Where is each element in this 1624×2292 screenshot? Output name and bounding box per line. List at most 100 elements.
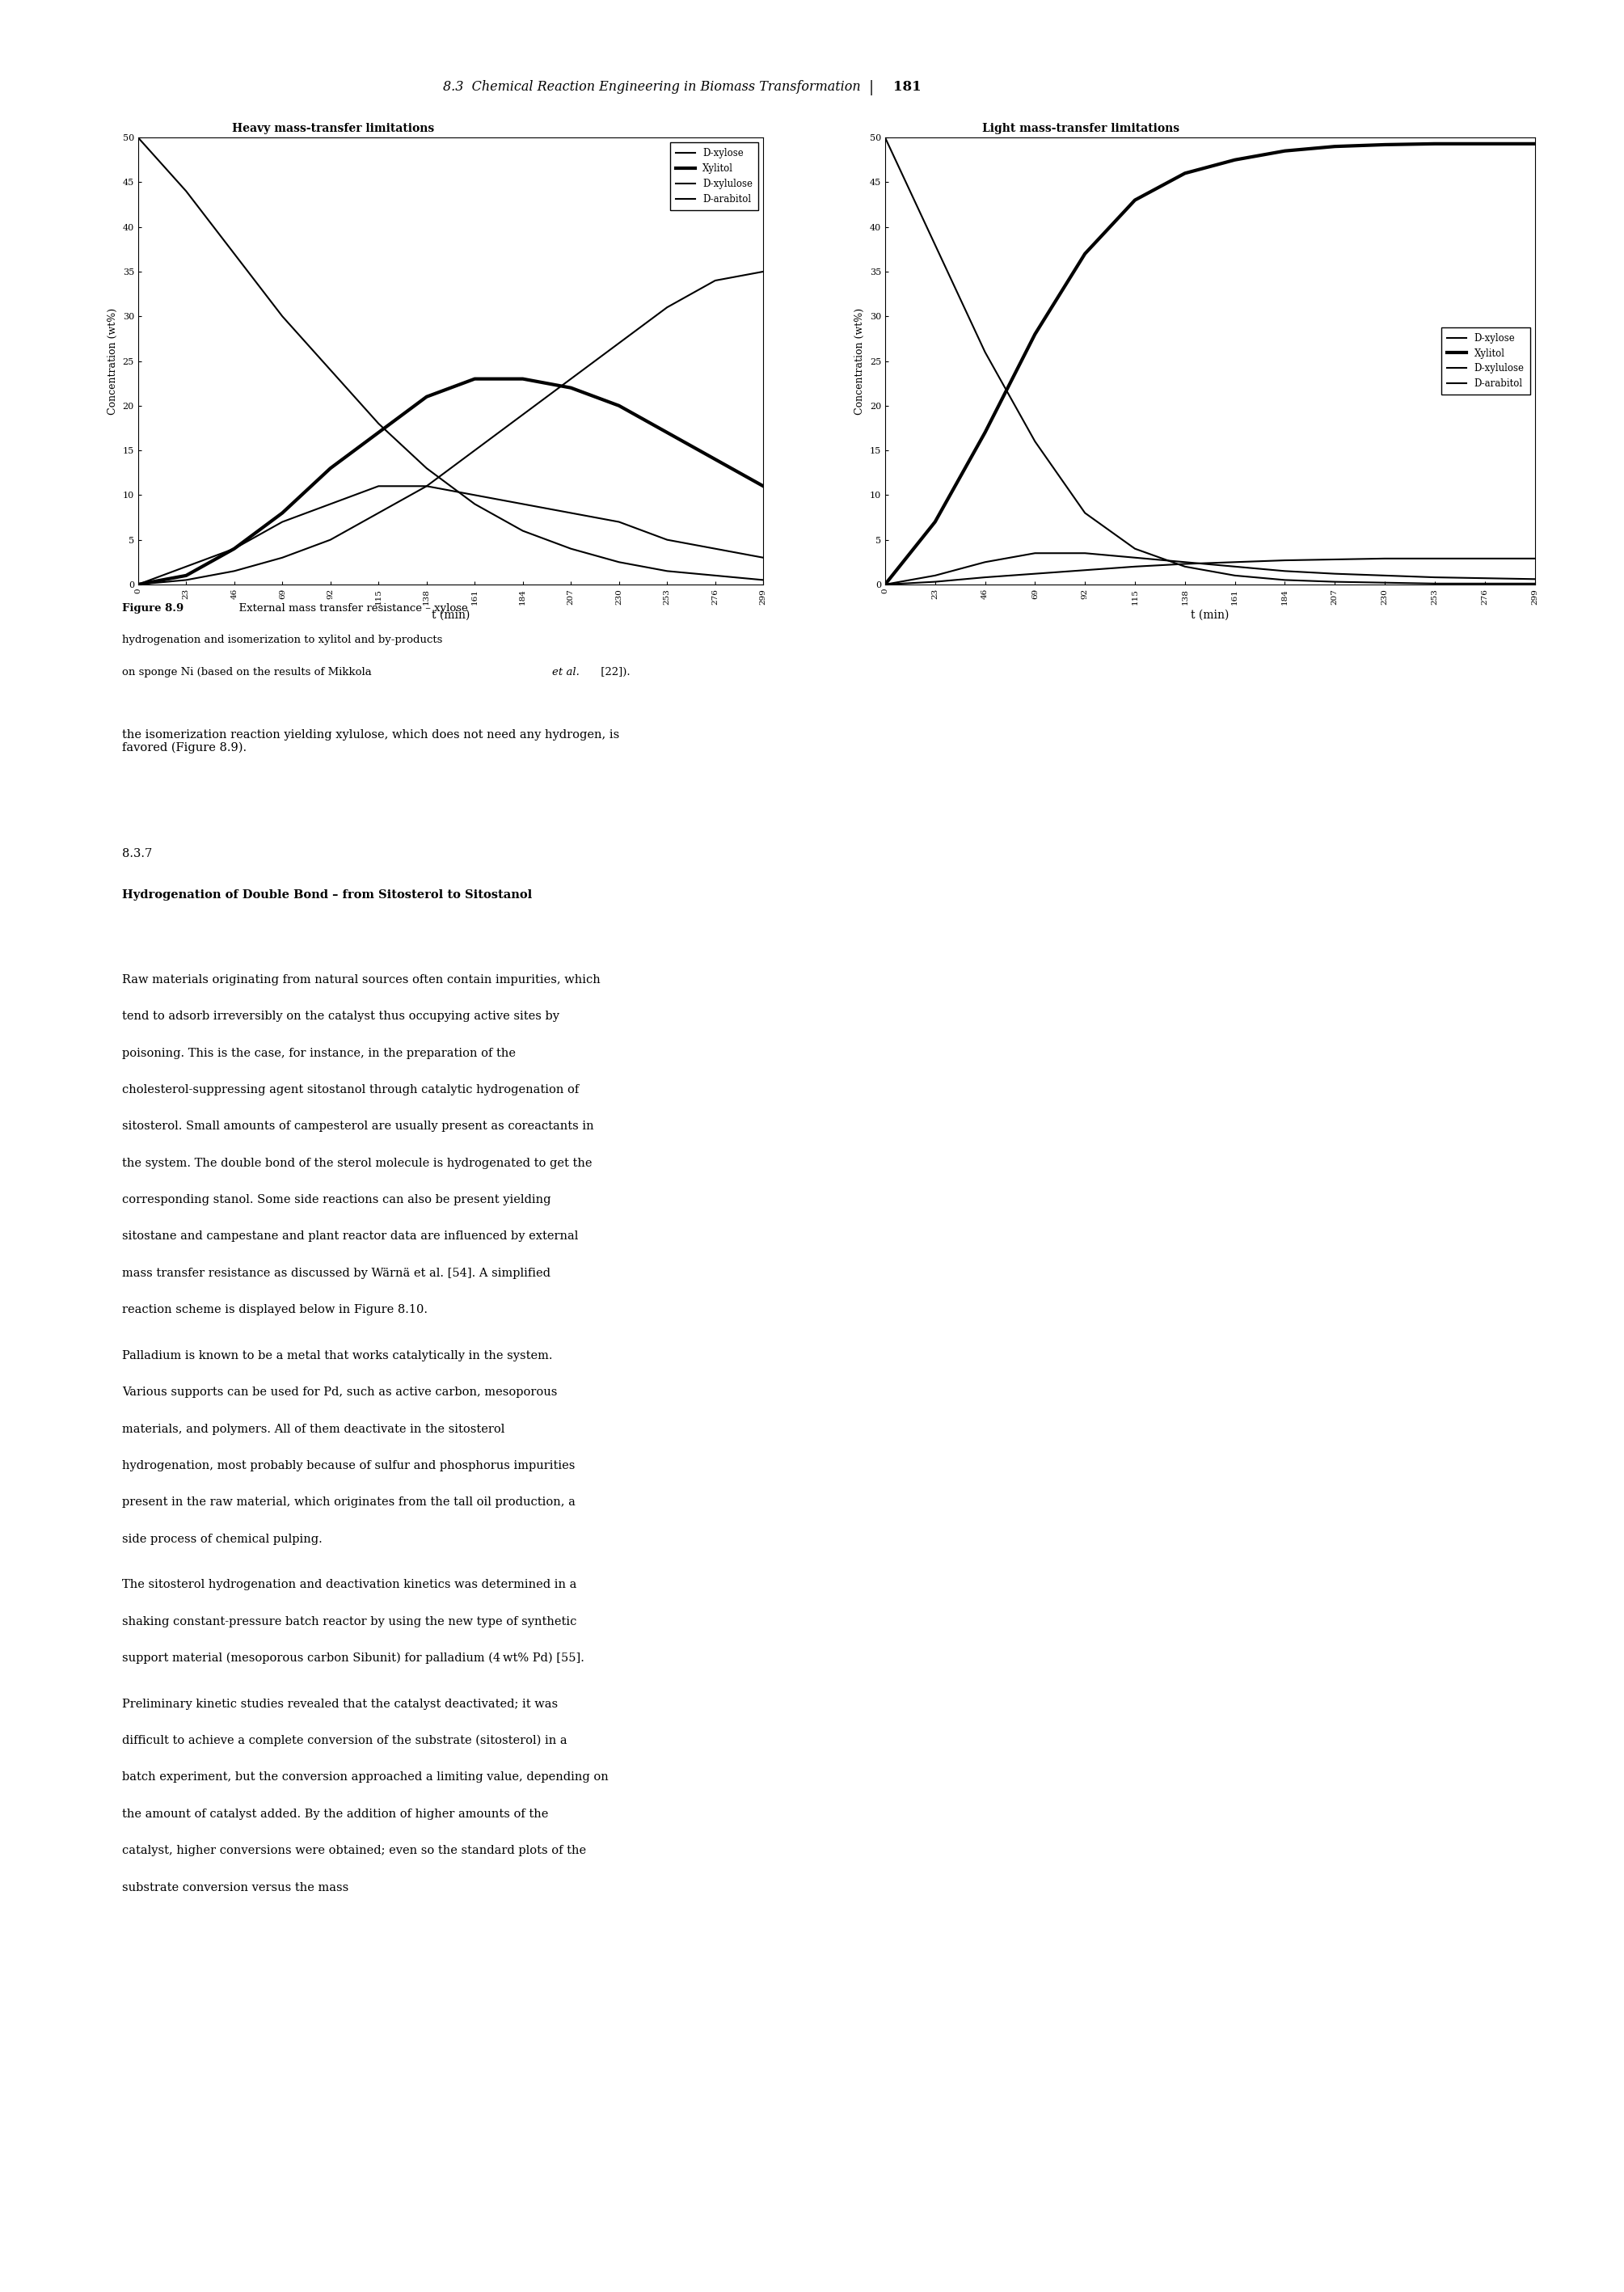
D-arabitol <box>1275 545 1294 573</box>
Xylitol <box>754 472 773 500</box>
Text: Heavy mass-transfer limitations: Heavy mass-transfer limitations <box>232 124 434 135</box>
D-xylose <box>1325 568 1345 596</box>
D-xylulose <box>562 500 581 527</box>
D-arabitol <box>1325 545 1345 573</box>
Xylitol <box>1125 186 1145 213</box>
Xylitol <box>464 364 484 392</box>
Text: External mass transfer resistance – xylose: External mass transfer resistance – xylo… <box>232 603 468 614</box>
Xylitol <box>1075 241 1095 268</box>
Xylitol <box>1224 147 1244 174</box>
Line: Xylitol: Xylitol <box>138 378 763 584</box>
Text: materials, and polymers. All of them deactivate in the sitosterol: materials, and polymers. All of them dea… <box>122 1423 505 1435</box>
Line: D-xylose: D-xylose <box>885 138 1535 584</box>
Text: support material (mesoporous carbon Sibunit) for palladium (4 wt% Pd) [55].: support material (mesoporous carbon Sibu… <box>122 1653 585 1664</box>
D-xylulose <box>273 509 292 536</box>
D-xylulose <box>513 490 533 518</box>
D-xylose <box>1025 429 1044 456</box>
D-arabitol <box>177 566 197 594</box>
Text: shaking constant-pressure batch reactor by using the new type of synthetic: shaking constant-pressure batch reactor … <box>122 1616 577 1627</box>
Line: Xylitol: Xylitol <box>885 144 1535 584</box>
Text: catalyst, higher conversions were obtained; even so the standard plots of the: catalyst, higher conversions were obtain… <box>122 1845 586 1857</box>
D-xylose <box>1475 571 1494 598</box>
Xylitol <box>562 374 581 401</box>
D-xylulose <box>926 562 945 589</box>
Text: present in the raw material, which originates from the tall oil production, a: present in the raw material, which origi… <box>122 1497 575 1508</box>
Xylitol <box>1525 131 1544 158</box>
Text: mass transfer resistance as discussed by Wärnä et al. [54]. A simplified: mass transfer resistance as discussed by… <box>122 1267 551 1279</box>
D-xylulose <box>1475 564 1494 591</box>
D-xylulose <box>658 527 677 555</box>
Text: cholesterol-suppressing agent sitostanol through catalytic hydrogenation of: cholesterol-suppressing agent sitostanol… <box>122 1084 578 1096</box>
D-xylulose <box>976 548 996 575</box>
D-arabitol <box>976 564 996 591</box>
D-xylose <box>875 124 895 151</box>
Text: sitosterol. Small amounts of campesterol are usually present as coreactants in: sitosterol. Small amounts of campesterol… <box>122 1121 594 1132</box>
Text: Palladium is known to be a metal that works catalytically in the system.: Palladium is known to be a metal that wo… <box>122 1350 552 1361</box>
D-xylulose <box>320 490 339 518</box>
Xylitol <box>1376 131 1395 158</box>
Text: substrate conversion versus the mass: substrate conversion versus the mass <box>122 1882 348 1893</box>
Text: the isomerization reaction yielding xylulose, which does not need any hydrogen, : the isomerization reaction yielding xylu… <box>122 729 619 754</box>
D-xylose <box>1224 562 1244 589</box>
Xylitol <box>658 419 677 447</box>
Xylitol <box>875 571 895 598</box>
Line: D-arabitol: D-arabitol <box>138 273 763 584</box>
D-xylose <box>1125 534 1145 562</box>
D-xylulose <box>705 534 724 562</box>
D-xylulose <box>369 472 388 500</box>
Xylitol <box>320 454 339 481</box>
Xylitol <box>369 419 388 447</box>
Text: poisoning. This is the case, for instance, in the preparation of the: poisoning. This is the case, for instanc… <box>122 1047 515 1059</box>
D-xylose <box>658 557 677 584</box>
Text: Preliminary kinetic studies revealed that the catalyst deactivated; it was: Preliminary kinetic studies revealed tha… <box>122 1698 557 1710</box>
D-arabitol <box>273 543 292 571</box>
D-arabitol <box>1075 557 1095 584</box>
Text: 181: 181 <box>893 80 921 94</box>
D-xylose <box>128 124 148 151</box>
D-arabitol <box>754 259 773 286</box>
D-arabitol <box>128 571 148 598</box>
D-xylose <box>273 303 292 330</box>
D-xylose <box>464 490 484 518</box>
Xylitol <box>1025 321 1044 348</box>
Line: D-arabitol: D-arabitol <box>885 559 1535 584</box>
Legend: D-xylose, Xylitol, D-xylulose, D-arabitol: D-xylose, Xylitol, D-xylulose, D-arabito… <box>1442 328 1530 394</box>
D-xylose <box>976 339 996 367</box>
D-arabitol <box>1525 545 1544 573</box>
D-arabitol <box>320 527 339 555</box>
D-xylose <box>1075 500 1095 527</box>
Line: D-xylulose: D-xylulose <box>885 552 1535 584</box>
Xylitol <box>1424 131 1444 158</box>
D-xylulose <box>754 543 773 571</box>
D-xylose <box>1176 552 1195 580</box>
D-arabitol <box>609 330 628 358</box>
Xylitol <box>976 419 996 447</box>
D-xylulose <box>1075 539 1095 566</box>
Text: |: | <box>869 80 874 96</box>
D-arabitol <box>658 293 677 321</box>
Text: 8.3  Chemical Reaction Engineering in Biomass Transformation: 8.3 Chemical Reaction Engineering in Bio… <box>443 80 861 94</box>
Text: Light mass-transfer limitations: Light mass-transfer limitations <box>983 124 1181 135</box>
D-xylose <box>1275 566 1294 594</box>
D-xylose <box>1424 571 1444 598</box>
D-xylose <box>369 410 388 438</box>
Xylitol <box>1325 133 1345 160</box>
D-xylulose <box>1424 564 1444 591</box>
D-xylulose <box>1224 552 1244 580</box>
D-arabitol <box>417 472 437 500</box>
D-xylose <box>320 355 339 383</box>
Y-axis label: Concentration (wt%): Concentration (wt%) <box>107 307 119 415</box>
D-xylulose <box>464 481 484 509</box>
D-xylose <box>754 566 773 594</box>
Y-axis label: Concentration (wt%): Concentration (wt%) <box>854 307 866 415</box>
Xylitol <box>1275 138 1294 165</box>
X-axis label: t (min): t (min) <box>1190 610 1229 621</box>
Xylitol <box>273 500 292 527</box>
Xylitol <box>926 509 945 536</box>
X-axis label: t (min): t (min) <box>432 610 469 621</box>
Text: difficult to achieve a complete conversion of the substrate (sitosterol) in a: difficult to achieve a complete conversi… <box>122 1735 567 1747</box>
Text: Various supports can be used for Pd, such as active carbon, mesoporous: Various supports can be used for Pd, suc… <box>122 1387 557 1398</box>
Xylitol <box>1475 131 1494 158</box>
D-xylulose <box>1125 543 1145 571</box>
Text: on sponge Ni (based on the results of Mikkola: on sponge Ni (based on the results of Mi… <box>122 667 375 678</box>
